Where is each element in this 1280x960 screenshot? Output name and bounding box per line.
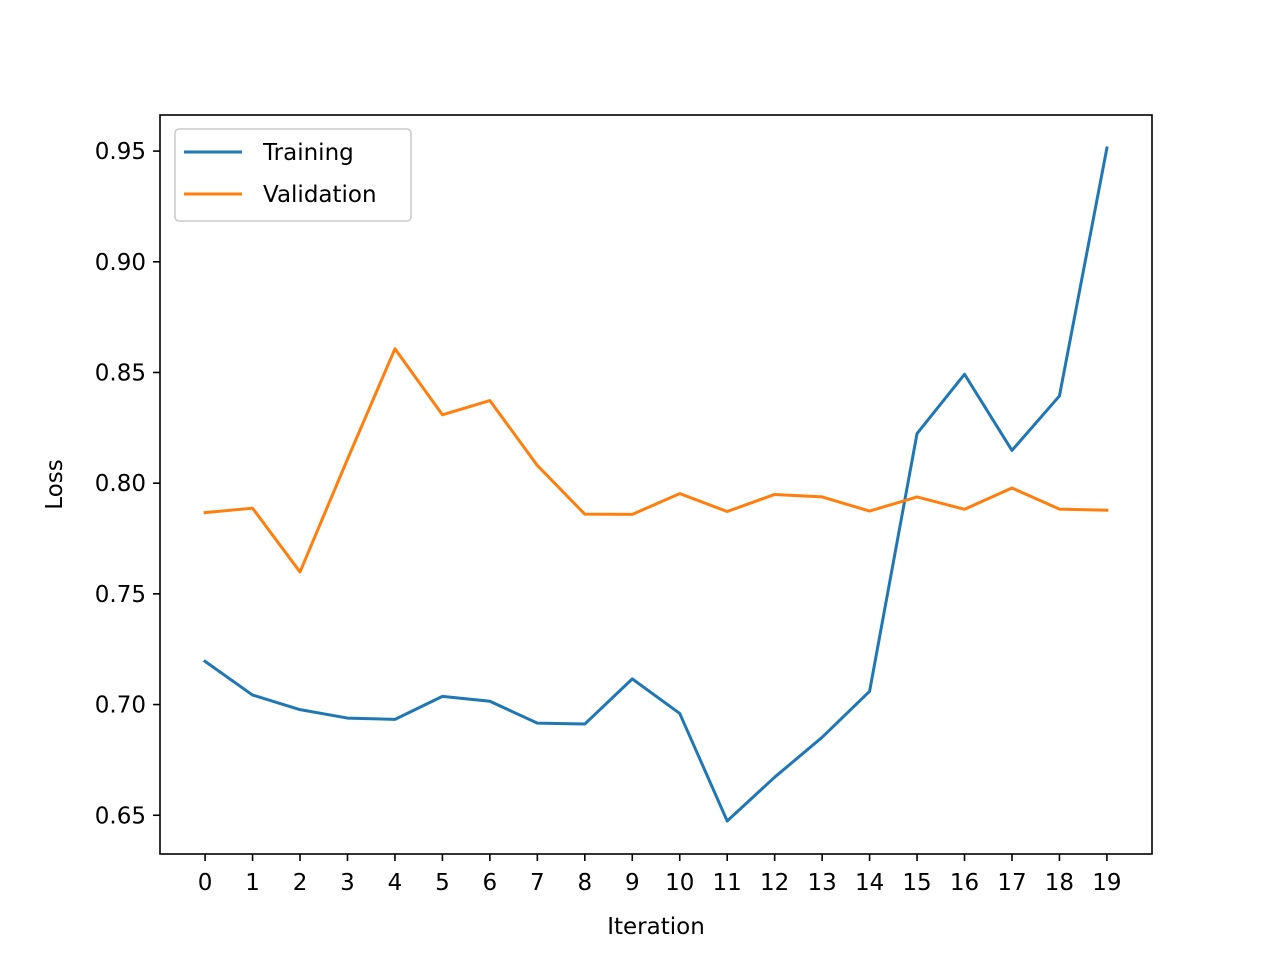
x-tick-label: 18 [1045, 870, 1074, 896]
x-axis-label: Iteration [607, 914, 705, 940]
legend-label-training: Training [262, 140, 354, 166]
x-tick-label: 0 [198, 870, 213, 896]
y-tick-label: 0.75 [95, 582, 146, 608]
x-tick-label: 2 [293, 870, 308, 896]
x-tick-label: 11 [713, 870, 742, 896]
x-tick-label: 17 [997, 870, 1026, 896]
x-tick-label: 14 [855, 870, 884, 896]
x-tick-label: 5 [435, 870, 450, 896]
x-tick-label: 19 [1092, 870, 1121, 896]
x-tick-label: 12 [760, 870, 789, 896]
x-tick-label: 4 [388, 870, 403, 896]
y-tick-label: 0.95 [95, 139, 146, 165]
plot-frame [159, 114, 1153, 855]
series-layer [202, 146, 1109, 823]
x-tick-label: 1 [245, 870, 260, 896]
x-tick-label: 13 [807, 870, 836, 896]
series-line-validation [203, 347, 1109, 574]
y-tick-label: 0.90 [95, 250, 146, 276]
y-tick-label: 0.85 [95, 360, 146, 386]
ticks-layer: 0 1 2 3 4 5 6 7 8 9 10 11 12 13 14 15 16 17 18 190.650.700.… [95, 139, 1122, 896]
x-tick-label: 7 [530, 870, 545, 896]
y-tick-label: 0.70 [95, 693, 146, 719]
x-tick-label: 3 [340, 870, 355, 896]
legend: Training Validation [174, 128, 412, 222]
y-tick-label: 0.65 [95, 803, 146, 829]
x-tick-label: 10 [665, 870, 694, 896]
x-tick-label: 15 [902, 870, 931, 896]
x-tick-label: 9 [625, 870, 640, 896]
series-line-training [202, 146, 1109, 823]
legend-label-validation: Validation [263, 182, 377, 208]
y-axis-label: Loss [42, 459, 68, 509]
x-tick-label: 6 [483, 870, 498, 896]
y-tick-label: 0.80 [95, 471, 146, 497]
x-tick-label: 16 [950, 870, 979, 896]
x-tick-label: 8 [577, 870, 592, 896]
